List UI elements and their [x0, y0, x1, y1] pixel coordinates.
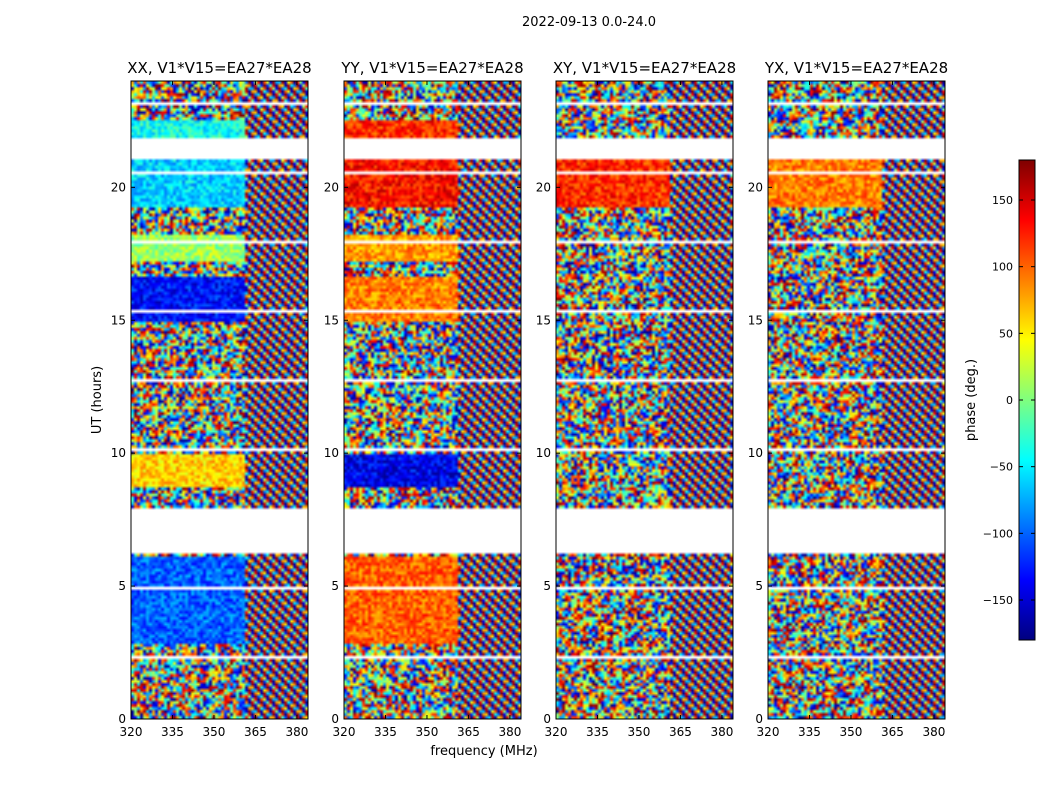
- x-tick-label: 335: [374, 725, 397, 739]
- colorbar-label: phase (deg.): [964, 359, 979, 441]
- x-tick-label: 350: [628, 725, 651, 739]
- panel-title: YY, V1*V15=EA27*EA28: [340, 59, 523, 77]
- colorbar-tick-label: −50: [990, 461, 1013, 474]
- x-axis-label: frequency (MHz): [430, 744, 537, 759]
- x-tick-label: 365: [881, 725, 904, 739]
- axes-frame: [767, 80, 946, 720]
- y-tick-label: 10: [536, 446, 551, 460]
- panel-title: XX, V1*V15=EA27*EA28: [127, 59, 311, 77]
- phase-heatmap: [131, 81, 308, 719]
- y-tick-label: 0: [331, 712, 339, 726]
- x-tick-label: 380: [922, 725, 945, 739]
- colorbar-tick-label: 0: [1006, 394, 1013, 407]
- y-tick-label: 15: [748, 313, 763, 327]
- axes-frame: [555, 80, 734, 720]
- x-tick-label: 380: [710, 725, 733, 739]
- x-tick-label: 350: [203, 725, 226, 739]
- y-tick-label: 20: [324, 180, 339, 194]
- x-tick-label: 335: [798, 725, 821, 739]
- y-tick-label: 5: [543, 579, 551, 593]
- y-tick-label: 0: [755, 712, 763, 726]
- y-tick-label: 10: [111, 446, 126, 460]
- panel-title: XY, V1*V15=EA27*EA28: [553, 59, 736, 77]
- y-tick-label: 5: [118, 579, 126, 593]
- panel-title: YX, V1*V15=EA27*EA28: [764, 59, 948, 77]
- phase-heatmap: [344, 81, 521, 719]
- x-tick-label: 350: [840, 725, 863, 739]
- x-tick-label: 365: [244, 725, 267, 739]
- phase-heatmap: [556, 81, 733, 719]
- x-tick-label: 350: [416, 725, 439, 739]
- y-tick-label: 15: [536, 313, 551, 327]
- figure-suptitle: 2022-09-13 0.0-24.0: [522, 15, 656, 30]
- panel-xx: XX, V1*V15=EA27*EA28 320 335 350 365 380 0 5 10 1…: [111, 59, 312, 739]
- colorbar-tick-label: 100: [992, 261, 1013, 274]
- colorbar-tick-label: −150: [983, 594, 1013, 607]
- y-tick-label: 0: [543, 712, 551, 726]
- x-tick-label: 365: [669, 725, 692, 739]
- colorbar-tick-label: 50: [999, 327, 1013, 340]
- panel-yy: YY, V1*V15=EA27*EA28 320 335 350 365 380 0 5 10 1…: [324, 59, 524, 739]
- y-tick-label: 20: [536, 180, 551, 194]
- panel-yx: YX, V1*V15=EA27*EA28 320 335 350 365 380 0 5 10 1…: [748, 59, 948, 739]
- colorbar: phase (deg.) 150 100 50 0 −50 −100 −150: [964, 159, 1036, 641]
- x-tick-label: 335: [586, 725, 609, 739]
- x-tick-label: 320: [545, 725, 568, 739]
- y-tick-label: 10: [748, 446, 763, 460]
- axes-frame: [130, 80, 309, 720]
- y-tick-label: 5: [331, 579, 339, 593]
- y-tick-label: 0: [118, 712, 126, 726]
- x-tick-label: 335: [161, 725, 184, 739]
- axes-frame: [343, 80, 522, 720]
- y-axis-label: UT (hours): [90, 366, 105, 434]
- phase-heatmap: [768, 81, 945, 719]
- panel-xy: XY, V1*V15=EA27*EA28 320 335 350 365 380 0 5 10 1…: [536, 59, 736, 739]
- x-tick-label: 380: [285, 725, 308, 739]
- x-tick-label: 320: [120, 725, 143, 739]
- y-tick-label: 20: [111, 180, 126, 194]
- x-tick-label: 365: [457, 725, 480, 739]
- x-tick-label: 320: [333, 725, 356, 739]
- y-tick-label: 15: [111, 313, 126, 327]
- x-tick-label: 320: [757, 725, 780, 739]
- y-tick-label: 20: [748, 180, 763, 194]
- colorbar-tick-label: 150: [992, 194, 1013, 207]
- colorbar-tick-label: −100: [983, 527, 1013, 540]
- y-tick-label: 15: [324, 313, 339, 327]
- panels: XX, V1*V15=EA27*EA28 320 335 350 365 380 0 5 10 1…: [111, 59, 948, 739]
- y-tick-label: 5: [755, 579, 763, 593]
- y-tick-label: 10: [324, 446, 339, 460]
- x-tick-label: 380: [498, 725, 521, 739]
